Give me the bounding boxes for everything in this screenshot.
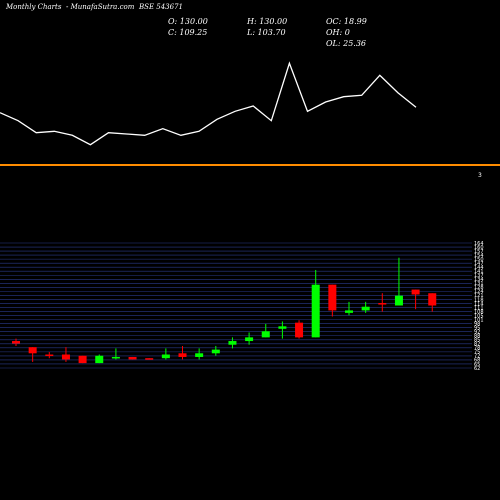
candle-body (45, 354, 54, 357)
y-tick-label: 85 (474, 338, 480, 344)
y-tick-label: 72 (474, 354, 480, 360)
y-tick-label: 92 (474, 330, 480, 336)
y-tick-label: 121 (474, 293, 484, 299)
ol-value: OL: 25.36 (326, 39, 367, 48)
close-value: C: 109.25 (168, 28, 208, 37)
y-tick-label: 111 (474, 305, 484, 311)
y-tick-label: 88 (474, 334, 480, 340)
candle-body (28, 347, 37, 354)
low-value: L: 103.70 (247, 28, 286, 37)
y-tick-label: 105 (474, 313, 484, 319)
y-tick-label: 160 (474, 245, 484, 251)
candle-body (178, 353, 187, 357)
y-tick-label: 141 (474, 269, 484, 275)
y-tick-label: 95 (474, 325, 480, 331)
candle-body (145, 358, 154, 360)
candle-body (394, 295, 403, 306)
y-tick-label: 82 (474, 342, 480, 348)
divider-label: 3 (478, 172, 482, 179)
candle-body (245, 337, 254, 342)
candle-body (345, 310, 353, 313)
y-tick-label: 118 (474, 297, 484, 303)
y-tick-label: 78 (474, 346, 480, 352)
candle-body (261, 331, 270, 338)
candle-body (61, 354, 70, 360)
candle-body (128, 356, 137, 360)
indicator-line (0, 61, 417, 146)
candle-body (295, 322, 304, 338)
y-tick-label: 137 (474, 273, 484, 279)
y-tick-label: 147 (474, 261, 484, 267)
candle-body (428, 293, 437, 306)
candle-body (328, 284, 337, 311)
y-tick-label: 75 (474, 350, 480, 356)
y-tick-label: 68 (474, 358, 480, 364)
candle-body (411, 289, 420, 295)
symbol-label: BSE 543671 (139, 3, 183, 11)
high-value: H: 130.00 (247, 17, 288, 26)
y-tick-label: 98 (474, 321, 480, 327)
candle-body (311, 284, 320, 338)
candle-body (78, 355, 87, 364)
y-tick-label: 124 (474, 289, 484, 295)
y-tick-label: 62 (474, 366, 480, 372)
candle-body (278, 326, 287, 329)
chart-kind-label: Monthly Charts (6, 3, 62, 11)
y-tick-label: 128 (474, 285, 484, 291)
y-tick-label: 164 (474, 241, 484, 247)
candle-body (95, 355, 104, 364)
open-value: O: 130.00 (168, 17, 208, 26)
oc-value: OC: 18.99 (326, 17, 367, 26)
candle-body (111, 356, 120, 359)
candle-body (195, 353, 204, 357)
candle-body (12, 341, 20, 344)
y-tick-label: 65 (474, 362, 480, 368)
y-tick-label: 114 (474, 301, 484, 307)
candle-body (378, 303, 387, 305)
y-tick-label: 157 (474, 249, 484, 255)
site-label: - MunafaSutra.com (66, 3, 135, 11)
y-tick-label: 150 (474, 257, 484, 263)
y-tick-label: 144 (474, 265, 484, 271)
y-tick-label: 131 (474, 281, 484, 287)
y-tick-label: 154 (474, 253, 484, 259)
y-tick-label: 101 (474, 317, 484, 323)
y-tick-label: 108 (474, 309, 484, 315)
candle-body (361, 306, 370, 311)
candle-body (211, 349, 220, 354)
candle-body (161, 354, 170, 359)
oh-value: OH: 0 (326, 28, 350, 37)
y-tick-label: 134 (474, 277, 484, 283)
candle-body (228, 341, 237, 345)
